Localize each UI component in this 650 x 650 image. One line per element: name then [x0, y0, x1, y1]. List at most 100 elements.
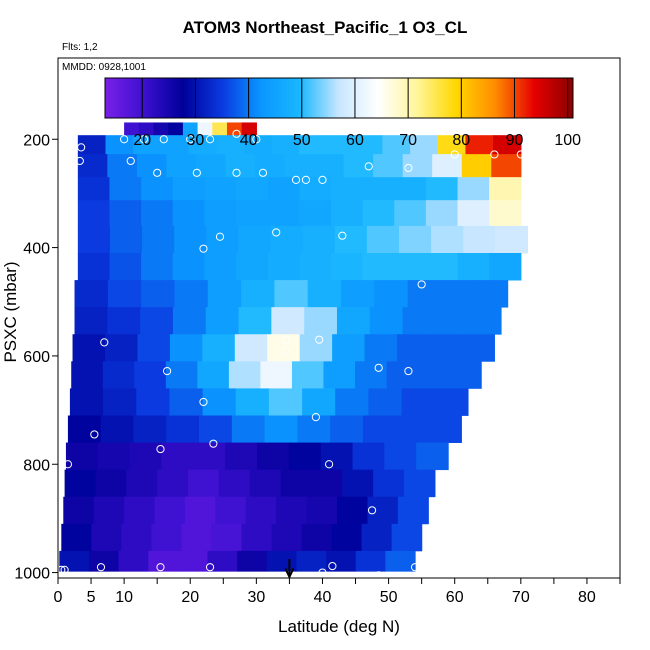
heatmap-cell: [284, 154, 315, 178]
flights-note: Flts: 1,2: [62, 42, 98, 53]
y-tick-label: 600: [23, 349, 50, 366]
heatmap-cell: [432, 154, 463, 178]
heatmap-cell: [410, 135, 439, 155]
heatmap-cell: [337, 496, 369, 525]
heatmap-cell: [172, 200, 206, 227]
heatmap-cell: [236, 200, 269, 227]
heatmap-cell: [257, 442, 290, 471]
heatmap-cell: [168, 122, 184, 136]
heatmap-cell: [394, 177, 427, 201]
heatmap-cell: [362, 415, 397, 443]
sample-point: [232, 129, 241, 138]
sample-point: [252, 135, 261, 144]
colorbar-tick-label: 70: [399, 132, 417, 149]
heatmap-cell: [341, 280, 375, 308]
heatmap-cell: [260, 361, 293, 389]
heatmap-cell: [489, 253, 522, 281]
sample-point: [364, 162, 373, 171]
y-tick-label: 1000: [14, 566, 50, 583]
heatmap-cell: [107, 307, 141, 335]
heatmap-cell: [474, 280, 509, 308]
heatmap-cell: [238, 225, 272, 254]
sample-point: [186, 135, 195, 144]
chart-title: ATOM3 Northeast_Pacific_1 O3_CL: [182, 18, 468, 37]
heatmap-cell: [330, 415, 364, 443]
heatmap-cell: [434, 388, 469, 416]
sample-point: [156, 563, 165, 572]
heatmap-cell: [174, 280, 209, 308]
heatmap-cell: [391, 523, 423, 552]
x-tick-label: 40: [314, 589, 332, 606]
x-tick-label: 70: [512, 589, 530, 606]
sample-point: [156, 444, 165, 454]
heatmap-cell: [271, 307, 305, 335]
heatmap-cell: [141, 253, 174, 281]
heatmap-cell: [161, 442, 194, 471]
heatmap-cell: [77, 154, 108, 178]
heatmap-cell: [241, 523, 273, 552]
heatmap-cell: [267, 253, 300, 281]
heatmap-cell: [302, 225, 336, 254]
heatmap-cell: [207, 550, 238, 572]
heatmap-cell: [271, 135, 300, 155]
heatmap-cell: [291, 361, 325, 389]
heatmap-cell: [369, 307, 404, 335]
heatmap-cell: [236, 253, 269, 281]
heatmap-cell: [440, 280, 475, 308]
heatmap-cell: [69, 388, 104, 416]
heatmap-cell: [491, 154, 522, 178]
marker-head: [284, 568, 295, 580]
heatmap-cell: [225, 442, 258, 471]
heatmap-cell: [461, 334, 495, 362]
heatmap-cell: [407, 280, 442, 308]
heatmap-cell: [323, 361, 356, 389]
heatmap-cell: [172, 307, 207, 335]
heatmap-cell: [100, 415, 135, 443]
heatmap-cell: [397, 496, 429, 525]
heatmap-cell: [367, 496, 399, 525]
sample-point: [153, 168, 162, 177]
heatmap-cell: [172, 253, 206, 281]
heatmap-cell: [355, 361, 388, 389]
colorbar-tick-label: 50: [293, 132, 311, 149]
y-tick-label: 200: [23, 132, 50, 149]
sample-point: [328, 561, 337, 571]
sample-points: [57, 129, 525, 580]
heatmap-cell: [165, 361, 198, 389]
heatmap-cell: [181, 523, 213, 552]
heatmap-cell: [225, 154, 256, 178]
sample-point: [318, 568, 327, 577]
heatmap-cell: [354, 135, 383, 155]
heatmap-cell: [304, 307, 338, 335]
heatmap-cell: [136, 154, 168, 178]
heatmap-cell: [386, 361, 419, 389]
heatmap-cell: [268, 388, 303, 416]
heatmap-cell: [151, 523, 183, 552]
sample-point: [75, 156, 84, 166]
heatmap-cell: [468, 307, 502, 335]
heatmap-cell: [202, 334, 236, 362]
heatmap-cell: [142, 225, 175, 254]
sample-point: [126, 156, 135, 166]
heatmap-cell: [402, 154, 433, 178]
colorbar-tick-label: 100: [554, 132, 581, 149]
heatmap-cell: [331, 523, 363, 552]
heatmap-cell: [461, 154, 492, 178]
sample-point: [516, 150, 525, 159]
sample-point: [282, 346, 291, 355]
heatmap-cell: [457, 177, 490, 201]
heatmap-cell: [199, 415, 233, 443]
heatmap-cell: [77, 253, 111, 281]
heatmap-cell: [385, 550, 416, 572]
heatmap-cell: [154, 496, 186, 525]
heatmap-cell: [330, 253, 364, 281]
heatmap-cell: [63, 496, 95, 525]
heatmap-cell: [234, 334, 268, 362]
heatmap-cell: [124, 122, 140, 136]
heatmap-cell: [330, 177, 364, 201]
sample-point: [60, 565, 69, 574]
heatmap-cell: [361, 523, 393, 552]
x-tick-label: 20: [181, 589, 199, 606]
sample-point: [338, 231, 347, 240]
